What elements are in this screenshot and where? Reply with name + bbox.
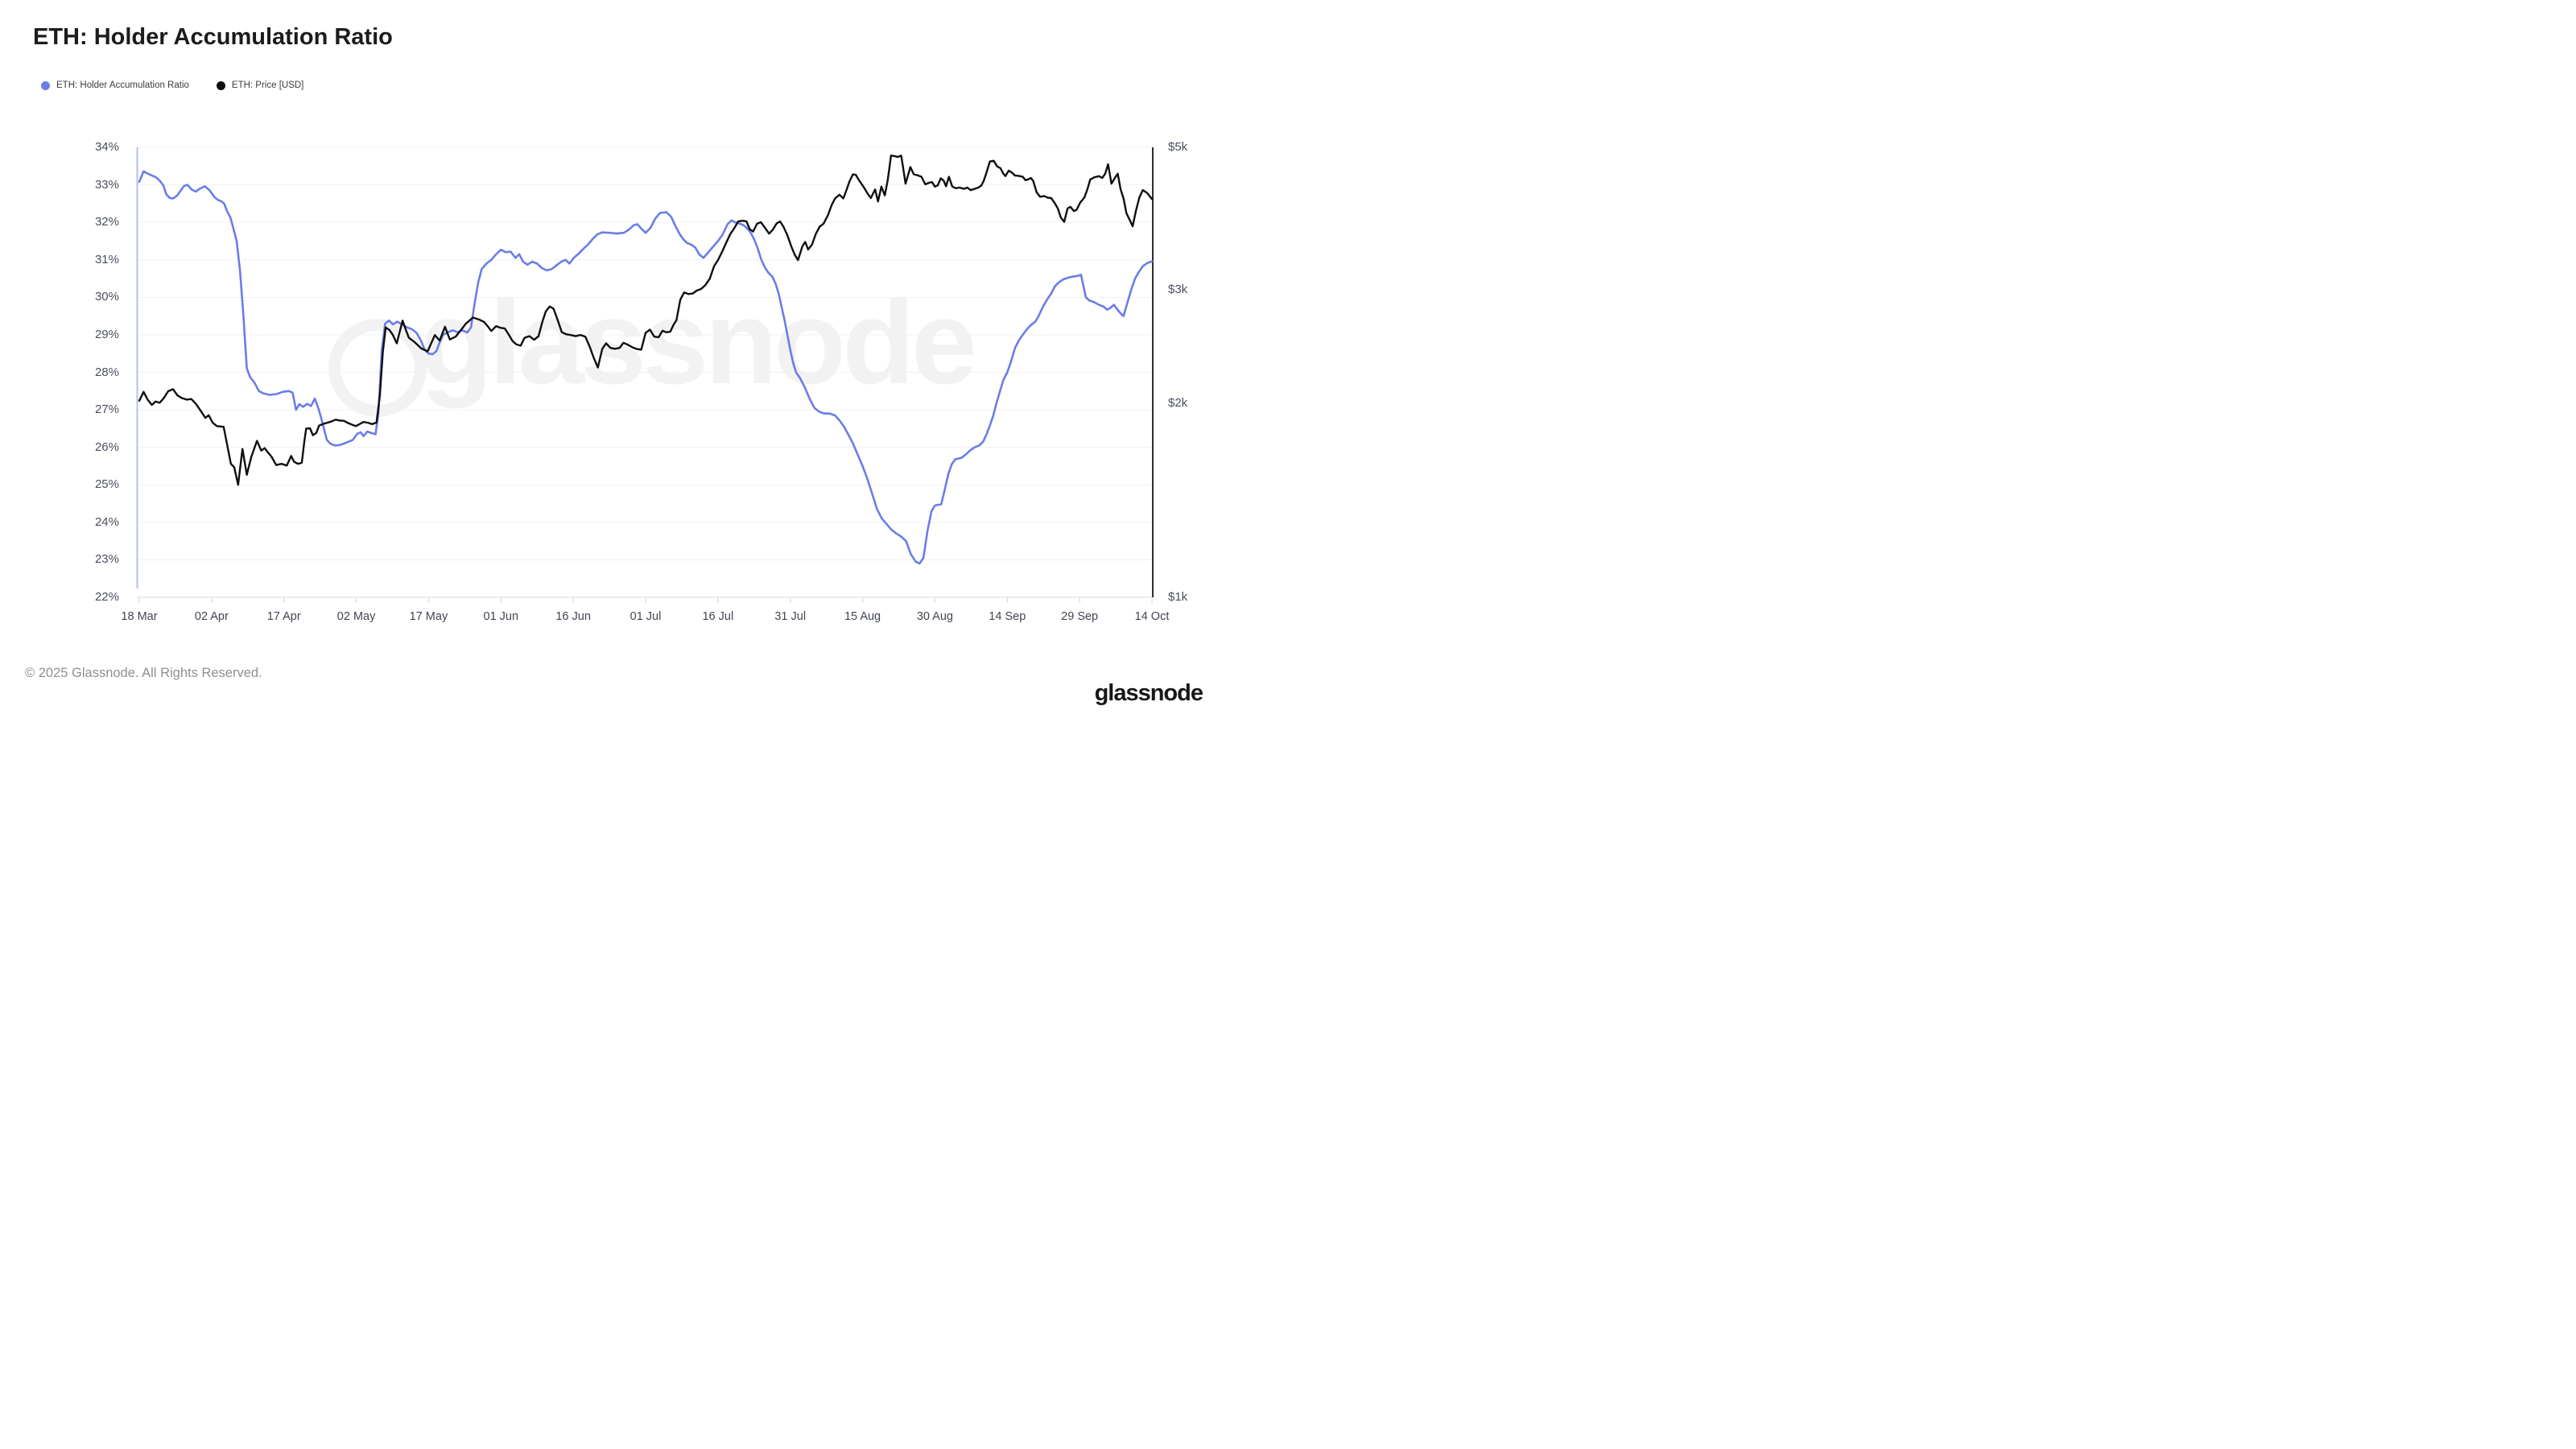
x-axis-label: 29 Sep (1061, 610, 1099, 623)
legend-item-price[interactable]: ETH: Price [USD] (216, 80, 304, 90)
glassnode-logo-wordmark: glassnode (1094, 680, 1203, 706)
x-axis-label: 02 Apr (194, 610, 229, 623)
y-axis-left-label: 25% (94, 477, 119, 492)
y-axis-right-label: $1k (1168, 590, 1188, 604)
legend-item-ratio[interactable]: ETH: Holder Accumulation Ratio (41, 80, 189, 90)
x-axis-label: 31 Jul (774, 610, 807, 623)
y-axis-left-label: 29% (94, 327, 119, 341)
page-title: ETH: Holder Accumulation Ratio (33, 24, 393, 50)
x-axis-label: 01 Jul (630, 610, 662, 623)
y-axis-left-label: 24% (94, 514, 119, 529)
x-axis-label: 16 Jul (702, 610, 734, 623)
x-axis-label: 02 May (336, 610, 376, 623)
copyright-text: © 2025 Glassnode. All Rights Reserved. (25, 666, 262, 680)
y-axis-left-label: 28% (94, 365, 119, 379)
x-axis-label: 01 Jun (483, 610, 519, 623)
x-axis-label: 14 Sep (989, 610, 1026, 623)
y-axis-right-label: $5k (1168, 140, 1188, 154)
y-axis-left-label: 33% (94, 177, 119, 192)
legend-dot-icon (216, 80, 225, 90)
x-axis-label: 30 Aug (916, 610, 953, 623)
y-axis-left-label: 31% (94, 252, 119, 266)
x-axis-label: 15 Aug (844, 610, 881, 623)
x-axis-label: 17 Apr (266, 610, 301, 623)
y-axis-left-label: 32% (94, 215, 119, 229)
legend-dot-icon (41, 80, 50, 90)
chart-svg[interactable] (136, 147, 1154, 605)
series-line-eth-price (138, 154, 1154, 486)
chart-plot-area[interactable] (136, 147, 1154, 603)
y-axis-right-label: $2k (1168, 396, 1188, 411)
legend: ETH: Holder Accumulation Ratio ETH: Price… (41, 80, 303, 90)
x-axis-label: 14 Oct (1134, 610, 1170, 623)
y-axis-left-label: 22% (94, 590, 119, 604)
x-axis-label: 18 Mar (121, 610, 158, 623)
series-line-holder-accumulation-ratio (138, 170, 1154, 565)
x-axis-label: 16 Jun (555, 610, 591, 623)
y-axis-left-label: 26% (94, 440, 119, 454)
legend-label: ETH: Holder Accumulation Ratio (56, 80, 189, 90)
glassnode-chart-page: ETH: Holder Accumulation Ratio ETH: Hold… (0, 0, 1288, 724)
y-axis-left-label: 34% (94, 140, 119, 154)
y-axis-left-label: 27% (94, 402, 119, 417)
y-axis-left-label: 30% (94, 290, 119, 304)
x-axis-label: 17 May (409, 610, 448, 623)
y-axis-left-label: 23% (94, 552, 119, 567)
y-axis-right-label: $3k (1168, 283, 1188, 297)
legend-label: ETH: Price [USD] (231, 80, 304, 90)
